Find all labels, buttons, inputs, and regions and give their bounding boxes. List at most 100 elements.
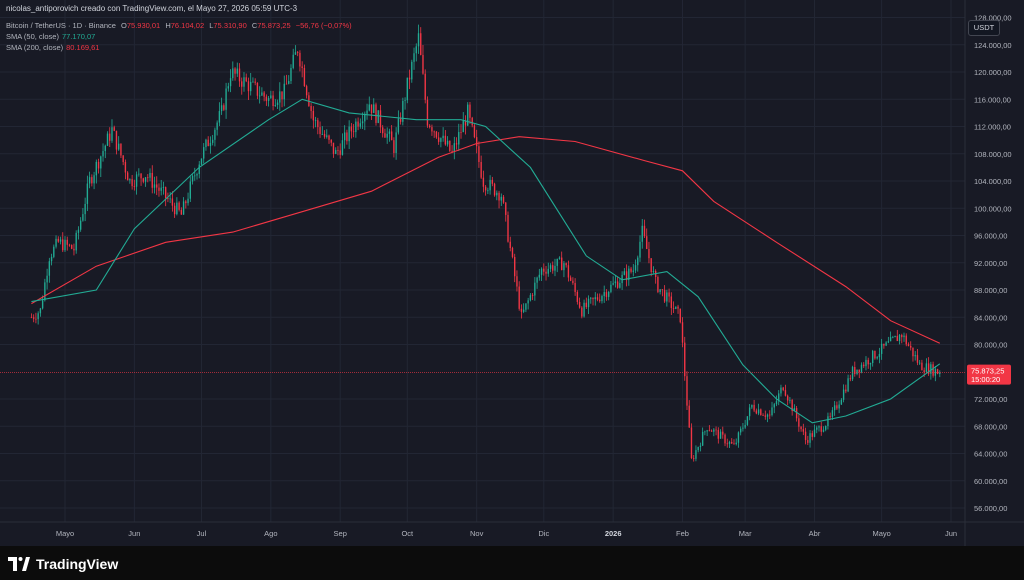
candle-body (648, 248, 650, 259)
candle-body (621, 274, 623, 284)
candle-body (93, 175, 95, 184)
sma50-legend-row[interactable]: SMA (50, close) 77.170,07 (6, 31, 352, 42)
candle-body (437, 137, 440, 142)
candle-body (480, 161, 482, 178)
candle-body (292, 54, 294, 68)
currency-button[interactable]: USDT (968, 20, 1000, 36)
candle-body (847, 378, 849, 392)
sma200-legend-row[interactable]: SMA (200, close) 80.169,61 (6, 42, 352, 53)
candle-body (59, 239, 62, 242)
candle-body (424, 73, 426, 100)
candle-body (574, 283, 576, 292)
candle-body (587, 298, 590, 308)
candle-body (514, 256, 516, 277)
candle-body (312, 110, 315, 121)
candle-body (88, 177, 91, 184)
x-tick-label: Ago (264, 529, 277, 538)
candle-body (616, 281, 619, 288)
candle-body (679, 308, 681, 323)
candle-body (64, 239, 66, 251)
symbol-label[interactable]: Bitcoin / TetherUS · 1D · Binance (6, 21, 116, 30)
candle-body (258, 95, 261, 97)
candle-body (299, 52, 301, 67)
y-tick-label: 88.000,00 (974, 286, 1007, 295)
x-tick-label: Jul (197, 529, 207, 538)
candle-body (751, 404, 753, 408)
price-chart[interactable]: 128.000,00 124.000,00 120.000,00 116.000,00… (0, 0, 1024, 546)
candle-body (831, 410, 834, 417)
candle-body (939, 372, 941, 374)
candle-body (845, 389, 847, 392)
candle-body (628, 268, 630, 281)
candle-body (833, 405, 836, 411)
candle-body (91, 177, 93, 184)
candle-body (923, 370, 925, 373)
candle-body (489, 179, 491, 191)
candle-body (458, 132, 460, 145)
candle-body (475, 137, 478, 147)
chart-pane[interactable]: 128.000,00 124.000,00 120.000,00 116.000,00… (0, 0, 1024, 546)
candle-body (82, 214, 84, 221)
candle-body (449, 140, 451, 151)
candle-body (187, 198, 189, 204)
candle-body (590, 297, 592, 299)
candle-body (545, 271, 547, 274)
x-tick-label: Feb (676, 529, 689, 538)
candle-body (473, 125, 476, 138)
sma50-line (31, 98, 941, 424)
candle-body (563, 263, 565, 271)
sma50-label: SMA (50, close) (6, 32, 59, 41)
candle-body (138, 173, 140, 175)
candle-body (880, 343, 883, 354)
candle-body (95, 161, 98, 176)
candle-body (384, 133, 386, 138)
candle-body (825, 426, 827, 430)
candle-body (708, 430, 711, 432)
x-tick-label: Jun (128, 529, 140, 538)
candle-body (460, 132, 462, 133)
candle-body (764, 415, 766, 417)
candle-body (167, 198, 169, 199)
candle-body (368, 104, 370, 111)
candle-body (408, 77, 411, 80)
candle-body (791, 399, 793, 412)
candle-body (411, 61, 413, 80)
candle-body (115, 130, 118, 150)
candle-body (807, 440, 809, 443)
candle-body (936, 369, 939, 374)
candle-body (285, 83, 288, 85)
candle-body (164, 187, 167, 199)
candle-body (194, 175, 196, 177)
candle-body (178, 202, 180, 210)
candle-body (265, 96, 268, 101)
candle-body (314, 120, 317, 121)
candle-body (386, 133, 388, 138)
candle-body (243, 77, 245, 87)
candle-body (820, 426, 822, 432)
candle-body (176, 202, 178, 215)
candle-body (390, 131, 393, 141)
candle-body (305, 86, 308, 96)
candle-body (498, 192, 500, 201)
candle-body (144, 177, 147, 182)
candle-body (428, 125, 431, 128)
sma50-value: 77.170,07 (61, 32, 96, 41)
y-tick-label: 116.000,00 (974, 95, 1011, 104)
candle-body (156, 184, 158, 188)
candle-body (462, 121, 464, 133)
candle-body (122, 155, 124, 163)
x-tick-label: Abr (809, 529, 821, 538)
candle-body (766, 414, 769, 417)
candle-body (838, 404, 840, 409)
candle-body (352, 131, 355, 133)
last-price-tag-price: 75.873,25 (971, 367, 1004, 376)
tradingview-logo[interactable]: TradingView (8, 556, 118, 572)
candle-body (639, 241, 641, 258)
candle-body (142, 178, 145, 182)
candle-body (874, 350, 876, 359)
author-line: nicolas_antiporovich creado con TradingV… (6, 4, 298, 13)
candle-body (294, 52, 297, 55)
candle-body (484, 186, 487, 191)
y-tick-label: 128.000,00 (974, 14, 1012, 23)
candle-body (471, 117, 473, 126)
